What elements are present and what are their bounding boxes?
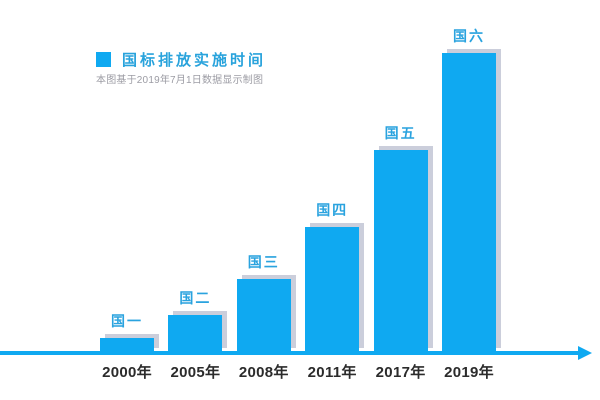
x-tick-label-2000年: 2000年: [102, 364, 152, 381]
chart-title: 国标排放实施时间: [122, 52, 267, 69]
x-tick-label-2017年: 2017年: [375, 364, 426, 381]
bar-label-国三: 国三: [247, 254, 280, 270]
bar-label-国二: 国二: [179, 290, 212, 306]
bar-国四: [305, 227, 360, 352]
legend-swatch-icon: [96, 52, 111, 67]
x-tick-label-2005年: 2005年: [170, 364, 221, 381]
bar-国一: [100, 338, 154, 352]
x-tick-label-2019年: 2019年: [444, 364, 494, 381]
bar-国三: [236, 279, 291, 352]
x-axis-line: [0, 351, 580, 355]
bar-国五: [373, 150, 428, 352]
bar-国二: [168, 315, 223, 352]
bar-label-国五: 国五: [384, 125, 417, 141]
chart-subtitle: 本图基于2019年7月1日数据显示制图: [96, 75, 264, 86]
bar-国六: [442, 53, 496, 352]
x-tick-label-2008年: 2008年: [238, 364, 289, 381]
legend: 国标排放实施时间: [96, 49, 266, 70]
x-tick-label-2011年: 2011年: [307, 364, 357, 381]
bar-label-国六: 国六: [453, 28, 485, 44]
bar-label-国四: 国四: [316, 202, 349, 218]
bar-label-国一: 国一: [111, 313, 143, 329]
x-axis-arrow-icon: [578, 346, 592, 360]
